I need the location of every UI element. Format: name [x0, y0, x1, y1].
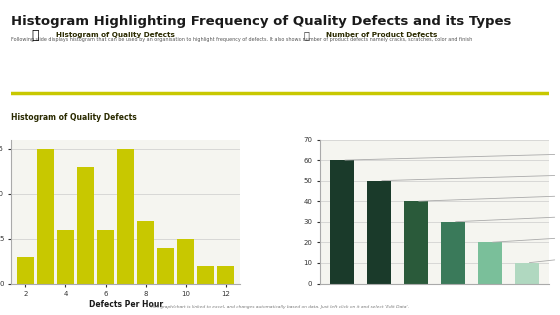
Bar	[404, 201, 428, 284]
Text: Number of Product Defects: Number of Product Defects	[326, 32, 437, 38]
Bar	[217, 266, 235, 284]
Text: Cracks: Cracks	[345, 152, 560, 160]
Text: Color: Color	[456, 214, 560, 222]
Text: 🌿: 🌿	[31, 29, 39, 42]
Text: Histogram of Quality Defects: Histogram of Quality Defects	[56, 32, 175, 38]
Text: Following slide displays histogram that can be used by an organisation to highli: Following slide displays histogram that …	[11, 37, 473, 42]
Text: Finish: Finish	[493, 235, 560, 242]
Text: ⬛: ⬛	[304, 31, 310, 40]
Bar	[17, 256, 34, 284]
Bar	[178, 238, 194, 284]
Bar	[57, 230, 74, 284]
Bar	[197, 266, 214, 284]
Text: Other: Other	[529, 256, 560, 263]
Bar	[37, 149, 54, 284]
Text: This graph/chart is linked to excel, and changes automatically based on data. Ju: This graph/chart is linked to excel, and…	[151, 305, 409, 309]
Bar	[157, 248, 174, 284]
Bar	[77, 167, 94, 284]
Text: Histogram of Quality Defects: Histogram of Quality Defects	[11, 113, 137, 122]
Bar	[330, 160, 354, 284]
Bar	[478, 243, 502, 284]
Text: Histogram Highlighting Frequency of Quality Defects and its Types: Histogram Highlighting Frequency of Qual…	[11, 15, 512, 28]
Bar	[97, 230, 114, 284]
Bar	[117, 149, 134, 284]
Text: Scratches: Scratches	[382, 172, 560, 180]
Text: Dents: Dents	[419, 193, 560, 201]
Bar	[515, 263, 539, 284]
Bar	[137, 220, 154, 284]
Bar	[441, 222, 465, 284]
X-axis label: Defects Per Hour: Defects Per Hour	[88, 300, 162, 309]
Bar	[367, 181, 391, 284]
